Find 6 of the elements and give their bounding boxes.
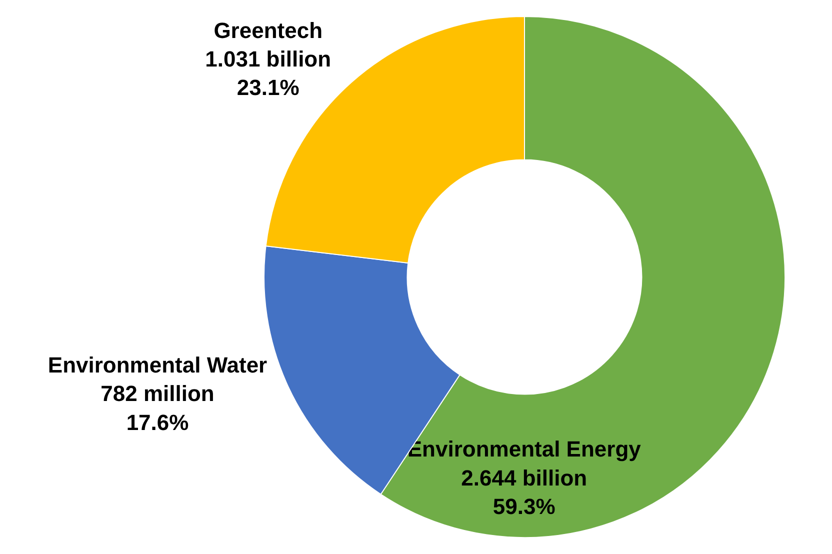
data-label: 2.644 billion 59.3% [461,465,588,519]
data-label: 1.031 billion 23.1% [205,46,332,100]
data-label: 782 million 17.6% [100,381,214,435]
slice-label: Environmental Water [48,352,268,378]
slice-label: Environmental Energy [407,436,642,462]
slice-label: Greentech [214,18,323,44]
